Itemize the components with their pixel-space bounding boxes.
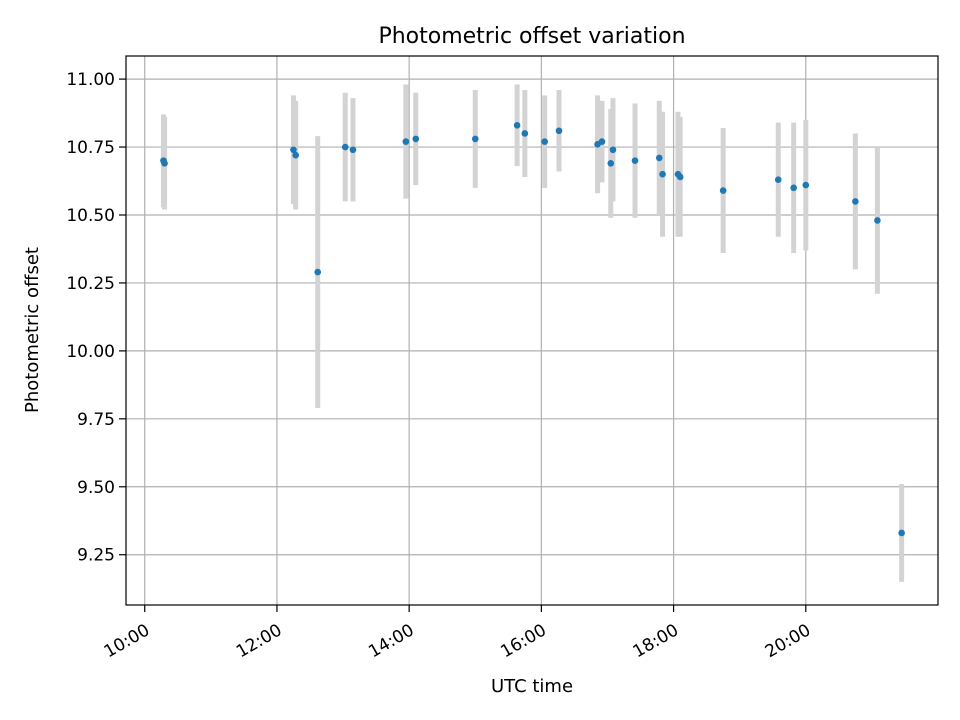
data-point-19 <box>655 154 663 162</box>
y-tick-label: 9.50 <box>77 478 115 498</box>
plot-frame <box>125 55 939 606</box>
data-point-25 <box>790 184 797 192</box>
y-tick-label: 9.75 <box>77 410 115 430</box>
data-point-27 <box>852 198 859 205</box>
y-tick-label: 10.25 <box>66 274 115 294</box>
data-point-5 <box>341 143 349 151</box>
data-point-6 <box>349 146 357 154</box>
x-axis-label: UTC time <box>491 676 573 697</box>
data-point-15 <box>598 138 606 145</box>
y-tick-label: 10.00 <box>66 342 115 362</box>
plot-area <box>126 56 938 605</box>
data-point-4 <box>314 268 322 276</box>
data-point-1 <box>161 160 168 167</box>
data-point-12 <box>541 138 548 145</box>
data-point-22 <box>676 173 684 181</box>
grid <box>126 56 938 605</box>
data-point-28 <box>874 217 881 224</box>
y-axis-label: Photometric offset <box>22 247 43 413</box>
data-point-2 <box>290 146 297 154</box>
data-point-26 <box>802 181 810 189</box>
data-point-16 <box>607 160 615 167</box>
data-point-24 <box>774 176 782 183</box>
data-points <box>160 122 905 537</box>
chart-title: Photometric offset variation <box>378 24 685 49</box>
y-tick-label: 11.00 <box>66 70 115 90</box>
y-tick-label: 9.25 <box>77 546 115 566</box>
data-point-20 <box>659 170 666 178</box>
y-axis-ticks: 9.25 9.50 9.75 10.00 10.25 10.50 10.75 11.00 <box>66 70 126 566</box>
data-point-13 <box>555 127 563 135</box>
data-point-7 <box>402 138 410 145</box>
y-tick-label: 10.75 <box>66 138 115 158</box>
data-point-17 <box>609 146 617 154</box>
data-point-11 <box>521 130 529 137</box>
data-point-3 <box>292 151 299 159</box>
data-point-10 <box>513 122 521 129</box>
y-tick-label: 10.50 <box>66 206 115 226</box>
data-point-9 <box>471 135 479 143</box>
data-point-8 <box>412 135 420 143</box>
data-point-29 <box>898 529 905 537</box>
data-point-23 <box>719 187 727 194</box>
data-point-18 <box>631 157 639 164</box>
